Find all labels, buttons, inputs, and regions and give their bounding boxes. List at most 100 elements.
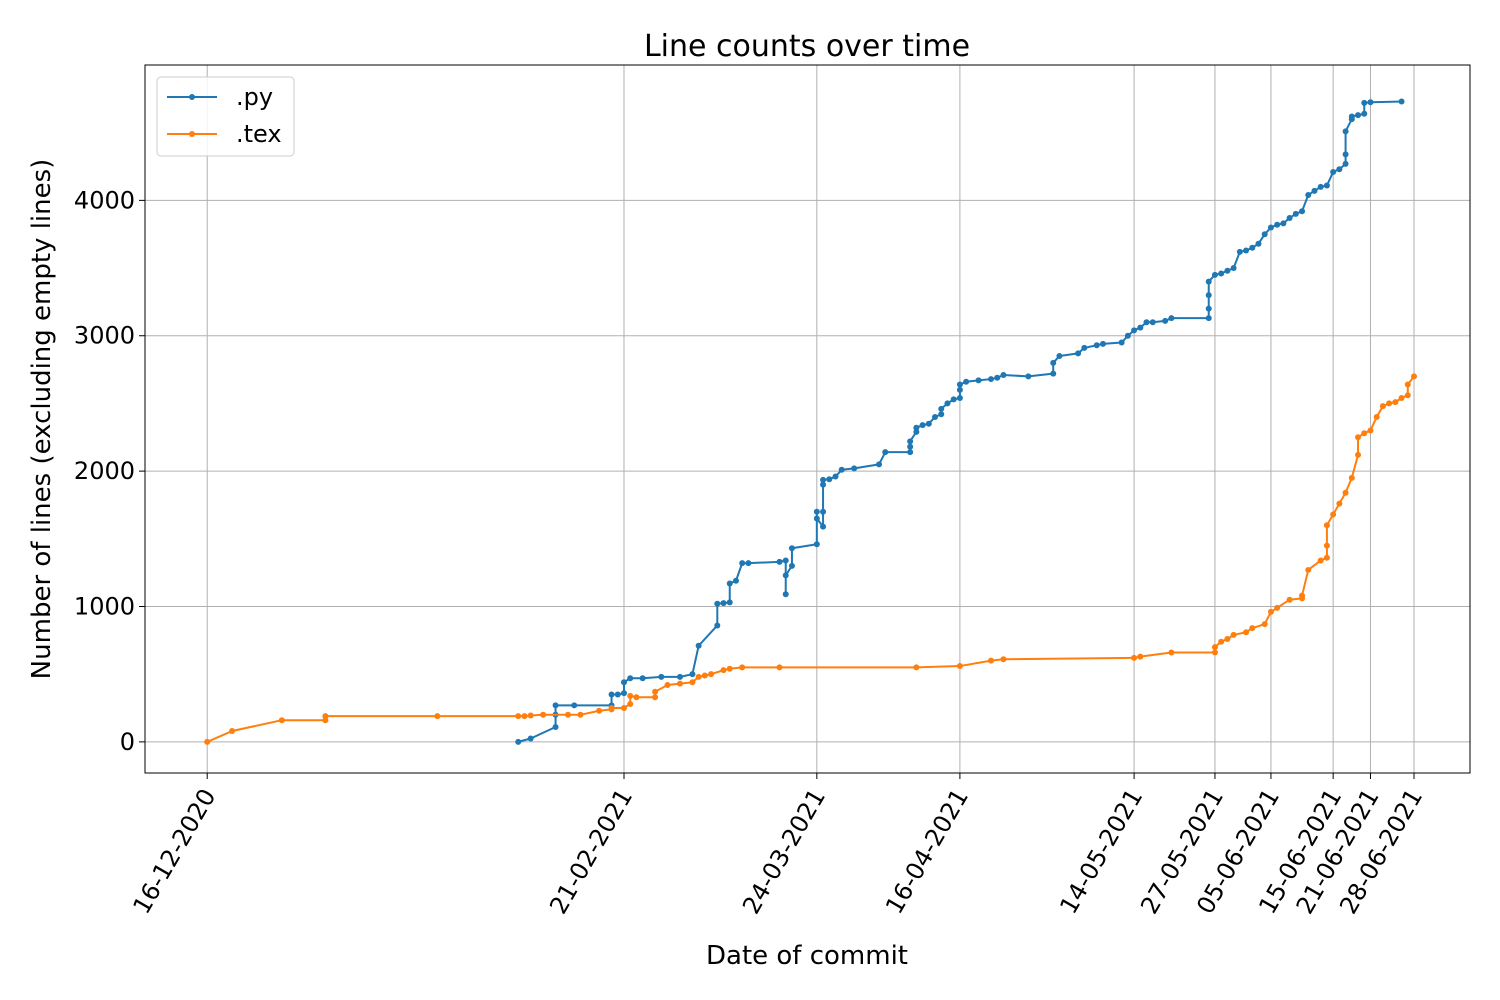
data-point bbox=[1398, 395, 1405, 402]
x-tick-label: 14-05-2021 bbox=[1054, 784, 1148, 919]
data-point bbox=[1299, 208, 1306, 215]
data-point bbox=[907, 438, 914, 445]
data-point bbox=[527, 712, 534, 719]
data-point bbox=[652, 694, 659, 701]
data-point bbox=[1205, 315, 1212, 322]
data-point bbox=[565, 711, 572, 718]
data-point bbox=[1218, 270, 1225, 277]
data-point bbox=[1379, 403, 1386, 410]
data-point bbox=[1218, 638, 1225, 645]
data-point bbox=[714, 600, 721, 607]
data-point bbox=[278, 717, 285, 724]
x-tick-label: 24-03-2021 bbox=[737, 784, 831, 919]
data-point bbox=[1099, 340, 1106, 347]
data-point bbox=[620, 679, 627, 686]
data-point bbox=[434, 713, 441, 720]
data-point bbox=[1168, 315, 1175, 322]
data-point bbox=[938, 405, 945, 412]
data-point bbox=[1243, 247, 1250, 254]
data-point bbox=[925, 420, 932, 427]
data-point bbox=[614, 691, 621, 698]
x-axis-label: Date of commit bbox=[706, 941, 908, 971]
data-point bbox=[1205, 305, 1212, 312]
data-point bbox=[620, 690, 627, 697]
data-point bbox=[938, 411, 945, 418]
plot-area-frame bbox=[144, 64, 1471, 774]
data-point bbox=[788, 562, 795, 569]
y-tick-label: 2000 bbox=[74, 457, 135, 485]
data-point bbox=[1000, 656, 1007, 663]
data-point bbox=[1323, 542, 1330, 549]
data-point bbox=[882, 449, 889, 456]
data-point bbox=[726, 580, 733, 587]
data-point bbox=[838, 466, 845, 473]
data-point bbox=[975, 377, 982, 384]
data-point bbox=[552, 723, 559, 730]
data-point bbox=[1386, 400, 1393, 407]
data-point bbox=[639, 675, 646, 682]
data-point bbox=[1261, 231, 1268, 238]
data-point bbox=[1311, 187, 1318, 194]
data-point bbox=[658, 673, 665, 680]
data-point bbox=[776, 558, 783, 565]
data-point bbox=[1274, 221, 1281, 228]
data-point bbox=[1050, 359, 1057, 366]
data-point bbox=[994, 374, 1001, 381]
data-point bbox=[627, 692, 634, 699]
data-point bbox=[876, 461, 883, 468]
data-point bbox=[689, 679, 696, 686]
data-point bbox=[726, 599, 733, 606]
data-point bbox=[1131, 327, 1138, 334]
data-point bbox=[1230, 265, 1237, 272]
data-point bbox=[956, 386, 963, 393]
data-point bbox=[1367, 99, 1374, 106]
data-point bbox=[739, 560, 746, 567]
data-point bbox=[1342, 160, 1349, 167]
data-point bbox=[1355, 112, 1362, 119]
data-point bbox=[708, 671, 715, 678]
data-point bbox=[322, 713, 329, 720]
data-point bbox=[963, 378, 970, 385]
data-point bbox=[1367, 427, 1374, 434]
data-point bbox=[540, 711, 547, 718]
data-point bbox=[1336, 166, 1343, 173]
data-point bbox=[1137, 324, 1144, 331]
data-point bbox=[1249, 625, 1256, 632]
data-point bbox=[521, 713, 528, 720]
data-point bbox=[1355, 451, 1362, 458]
legend-marker bbox=[189, 131, 195, 137]
data-point bbox=[1323, 182, 1330, 189]
data-point bbox=[1236, 248, 1243, 255]
data-point bbox=[1398, 98, 1405, 105]
data-point bbox=[1205, 292, 1212, 299]
data-point bbox=[1211, 649, 1218, 656]
data-point bbox=[1330, 168, 1337, 175]
data-point bbox=[1323, 522, 1330, 529]
data-point bbox=[627, 700, 634, 707]
data-point bbox=[907, 449, 914, 456]
data-point bbox=[577, 711, 584, 718]
data-point bbox=[1255, 240, 1262, 247]
data-point bbox=[1243, 629, 1250, 636]
data-point bbox=[1286, 214, 1293, 221]
legend-label: .tex bbox=[236, 120, 282, 148]
data-point bbox=[515, 738, 522, 745]
data-point bbox=[907, 443, 914, 450]
data-point bbox=[689, 671, 696, 678]
data-point bbox=[695, 642, 702, 649]
data-point bbox=[676, 673, 683, 680]
data-point bbox=[676, 680, 683, 687]
x-tick-label: 16-12-2020 bbox=[127, 784, 221, 919]
data-point bbox=[1267, 224, 1274, 231]
data-point bbox=[720, 600, 727, 607]
data-point bbox=[956, 395, 963, 402]
data-point bbox=[1211, 644, 1218, 651]
data-point bbox=[1323, 554, 1330, 561]
data-point bbox=[1274, 604, 1281, 611]
data-point bbox=[1404, 392, 1411, 399]
data-point bbox=[1330, 511, 1337, 518]
data-point bbox=[820, 508, 827, 515]
data-point bbox=[1305, 566, 1312, 573]
series-tex bbox=[204, 373, 1418, 745]
data-point bbox=[1205, 278, 1212, 285]
